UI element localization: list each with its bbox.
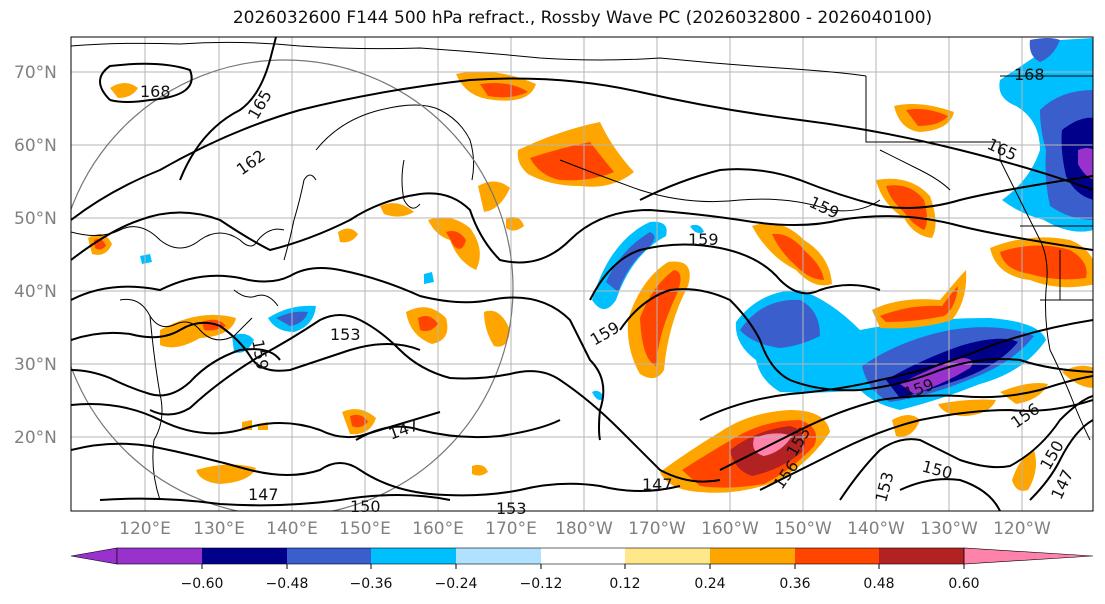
colorbar-tick-label: 0.24 <box>694 576 725 592</box>
colorbar-tick-label: 0.12 <box>609 576 640 592</box>
colorbar-swatch <box>710 548 795 564</box>
map-frame <box>70 36 1094 512</box>
colorbar-swatch <box>117 548 202 564</box>
coastlines <box>71 41 1093 501</box>
colorbar-swatch <box>202 548 287 564</box>
colorbar-tick-label: 0.60 <box>948 576 979 592</box>
lon-label: 140°E <box>266 519 318 539</box>
lon-label: 130°W <box>920 519 978 539</box>
lon-label: 170°E <box>485 519 537 539</box>
shading-negative <box>140 254 152 264</box>
lon-label: 140°W <box>847 519 905 539</box>
lon-label: 180°W <box>555 519 613 539</box>
colorbar-tick-label: −0.48 <box>266 576 309 592</box>
contour-lines <box>71 37 1093 511</box>
lon-label: 150°W <box>774 519 832 539</box>
shading-negative <box>1078 148 1093 180</box>
shading-positive <box>418 316 438 332</box>
shading-positive <box>880 286 958 322</box>
shading-negative <box>592 390 604 400</box>
lat-label: 20°N <box>14 428 57 448</box>
shading-negative <box>606 232 655 292</box>
colorbar-swatch <box>541 548 625 564</box>
contour-label: 168 <box>1014 65 1045 84</box>
shading-positive <box>484 310 510 347</box>
colorbar-tick-label: 0.48 <box>863 576 894 592</box>
contour-label: 153 <box>496 499 527 518</box>
colorbar-swatch <box>795 548 879 564</box>
colorbar: −0.60 −0.48 −0.36 −0.24 −0.12 0.12 0.24 … <box>70 547 1094 592</box>
colorbar-tick-label: −0.24 <box>435 576 478 592</box>
shading-positive <box>196 464 256 484</box>
shading-positive <box>380 203 414 217</box>
shading-positive <box>906 108 948 126</box>
colorbar-swatch <box>879 548 964 564</box>
contour-label: 147 <box>642 475 673 494</box>
shading-positive <box>446 231 466 249</box>
projection-circle <box>71 59 514 511</box>
shading-positive <box>338 228 358 243</box>
shading-negative <box>232 333 254 353</box>
colorbar-tick-label: −0.36 <box>350 576 393 592</box>
shading-positive <box>472 464 488 476</box>
contour-label: 159 <box>688 230 719 249</box>
shading-negative <box>690 224 704 234</box>
lat-label: 60°N <box>14 136 57 156</box>
shading-positive <box>1012 450 1036 491</box>
shading-positive <box>110 83 138 98</box>
colorbar-tick-label: −0.12 <box>520 576 563 592</box>
shading-positive <box>530 142 614 181</box>
lon-label: 120°E <box>119 519 171 539</box>
colorbar-swatch <box>371 548 456 564</box>
graticule <box>71 37 1093 511</box>
shading-positive <box>772 233 824 280</box>
lat-label: 30°N <box>14 355 57 375</box>
colorbar-swatch <box>456 548 541 564</box>
map-title: 2026032600 F144 500 hPa refract., Rossby… <box>232 8 933 28</box>
contour-label: 147 <box>248 485 279 504</box>
lon-label: 150°E <box>339 519 391 539</box>
shading-positive <box>350 414 368 428</box>
shading-negative <box>424 272 434 284</box>
lon-label: 120°W <box>993 519 1051 539</box>
colorbar-swatch <box>287 548 371 564</box>
contour-label: 153 <box>330 325 361 344</box>
contour-label: 150 <box>350 497 381 516</box>
lon-label: 160°W <box>701 519 759 539</box>
lat-label: 50°N <box>14 209 57 229</box>
shading-negative <box>900 358 973 394</box>
latitude-labels: 70°N 60°N 50°N 40°N 30°N 20°N <box>14 63 57 448</box>
shading-negative <box>740 299 820 348</box>
lon-label: 130°E <box>193 519 245 539</box>
colorbar-swatch <box>625 548 710 564</box>
lon-label: 170°W <box>628 519 686 539</box>
colorbar-tick-label: −0.60 <box>181 576 224 592</box>
shading-positive <box>640 270 681 366</box>
lat-label: 40°N <box>14 282 57 302</box>
contour-label: 168 <box>140 82 171 101</box>
longitude-labels: 120°E 130°E 140°E 150°E 160°E 170°E 180°… <box>119 519 1051 539</box>
shading-negative <box>1029 38 1060 62</box>
shading-positive <box>480 83 528 98</box>
shading-positive <box>892 415 920 437</box>
colorbar-tick-label: 0.36 <box>779 576 810 592</box>
colorbar-extend-low <box>70 547 118 565</box>
lon-label: 160°E <box>412 519 464 539</box>
lat-label: 70°N <box>14 63 57 83</box>
colorbar-extend-high <box>963 547 1094 565</box>
